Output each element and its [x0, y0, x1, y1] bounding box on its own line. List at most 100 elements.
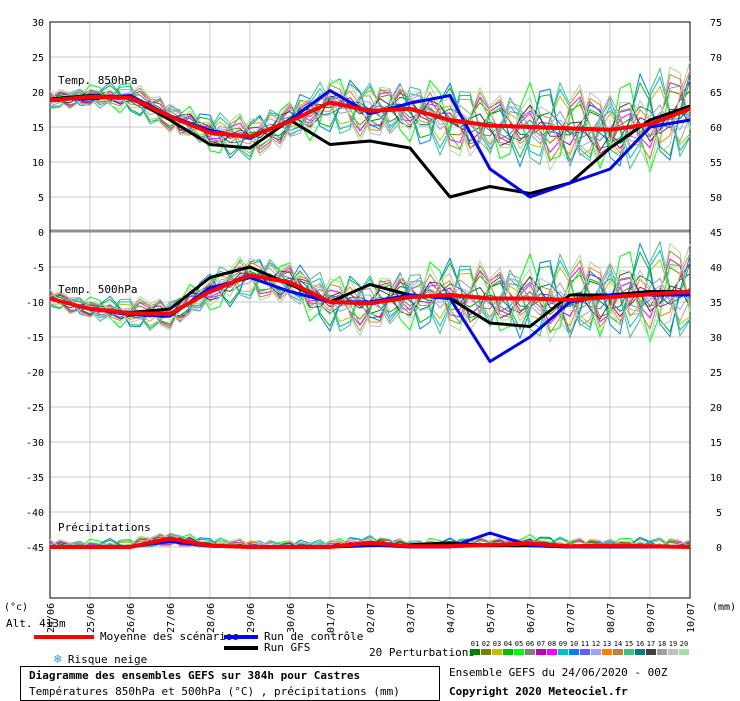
left-tick-label: -5 — [32, 263, 44, 274]
left-tick-label: 15 — [32, 123, 44, 134]
perturbation-key-item: 05 — [514, 640, 524, 655]
perturbation-key-number: 14 — [613, 640, 623, 648]
right-tick-label: 5 — [716, 508, 722, 519]
perturbation-key-swatch — [591, 649, 601, 655]
legend-control-label: Run de contrôle — [264, 630, 364, 643]
perturbation-key-swatch — [547, 649, 557, 655]
perturbation-key-swatch — [492, 649, 502, 655]
panel-label-500hpa: Temp. 500hPa — [58, 283, 137, 296]
left-tick-label: -15 — [26, 333, 44, 344]
altitude-label: Alt. 413m — [6, 617, 66, 630]
series-mean-line — [49, 273, 691, 316]
perturbation-line — [49, 61, 691, 166]
panel-label-precip: Précipitations — [58, 521, 151, 534]
perturbation-line — [49, 85, 691, 156]
footer-title-box: Diagramme des ensembles GEFS sur 384h po… — [20, 666, 440, 701]
left-tick-label: -30 — [26, 438, 44, 449]
panel-label-850hpa: Temp. 850hPa — [58, 74, 137, 87]
perturbation-key-swatch — [580, 649, 590, 655]
perturbation-key-number: 19 — [668, 640, 678, 648]
legend-control: Run de contrôle — [224, 630, 363, 643]
perturbation-line — [49, 244, 691, 337]
perturbation-key-item: 15 — [624, 640, 634, 655]
perturbation-key-number: 16 — [635, 640, 645, 648]
perturbation-key-swatch — [470, 649, 480, 655]
date-tick-label: 24/06 — [46, 603, 57, 633]
perturbation-line — [49, 242, 691, 344]
perturbation-key-item: 09 — [558, 640, 568, 655]
perturbation-key-swatch — [668, 649, 678, 655]
left-tick-label: -25 — [26, 403, 44, 414]
left-tick-label: 5 — [38, 193, 44, 204]
left-tick-label: 25 — [32, 53, 44, 64]
date-tick-label: 29/06 — [246, 603, 257, 633]
left-tick-label: -40 — [26, 508, 44, 519]
right-tick-label: 10 — [710, 473, 722, 484]
left-tick-label: 0 — [38, 228, 44, 239]
perturbation-key-number: 02 — [481, 640, 491, 648]
perturbation-line — [49, 75, 691, 160]
perturbation-key-item: 19 — [668, 640, 678, 655]
right-tick-label: 35 — [710, 298, 722, 309]
series-gfs-line — [49, 94, 691, 199]
legend-snow: ❄ Risque neige — [54, 652, 147, 667]
perturbation-key-swatch — [514, 649, 524, 655]
date-tick-label: 03/07 — [406, 603, 417, 633]
left-tick-label: -45 — [26, 543, 44, 554]
perturbation-key-number: 13 — [602, 640, 612, 648]
perturbation-key-item: 06 — [525, 640, 535, 655]
right-tick-label: 75 — [710, 18, 722, 29]
left-tick-label: -10 — [26, 298, 44, 309]
perturbation-key-number: 18 — [657, 640, 667, 648]
date-tick-label: 28/06 — [206, 603, 217, 633]
left-tick-label: 30 — [32, 18, 44, 29]
snowflake-icon: ❄ — [54, 652, 62, 667]
perturbation-key-swatch — [602, 649, 612, 655]
perturbation-line — [49, 240, 691, 339]
right-unit-label: (mm) — [712, 602, 736, 613]
right-tick-label: 0 — [716, 543, 722, 554]
perturbation-key-swatch — [646, 649, 656, 655]
perturbation-key-swatch — [569, 649, 579, 655]
perturbation-key-item: 11 — [580, 640, 590, 655]
perturbation-key-number: 10 — [569, 640, 579, 648]
perturbation-key-number: 15 — [624, 640, 634, 648]
main-series-lines — [49, 89, 691, 549]
series-mean-line — [50, 536, 691, 549]
perturbation-key-item: 03 — [492, 640, 502, 655]
legend-control-swatch — [224, 635, 258, 639]
perturbation-key-item: 07 — [536, 640, 546, 655]
perturbation-key-item: 14 — [613, 640, 623, 655]
legend-perturbations-label: 20 Perturbations — [369, 646, 475, 659]
left-tick-label: -20 — [26, 368, 44, 379]
right-tick-label: 60 — [710, 123, 722, 134]
perturbation-key-swatch — [481, 649, 491, 655]
perturbation-key-item: 20 — [679, 640, 689, 655]
date-tick-label: 30/06 — [286, 603, 297, 633]
legend-gfs-swatch — [224, 646, 258, 650]
right-tick-label: 55 — [710, 158, 722, 169]
date-tick-label: 25/06 — [86, 603, 97, 633]
right-tick-label: 40 — [710, 263, 722, 274]
footer-title: Diagramme des ensembles GEFS sur 384h po… — [29, 669, 361, 682]
date-tick-label: 01/07 — [326, 603, 337, 633]
perturbation-key-swatch — [635, 649, 645, 655]
perturbation-key-number: 05 — [514, 640, 524, 648]
perturbation-key-number: 17 — [646, 640, 656, 648]
perturbation-key-item: 10 — [569, 640, 579, 655]
perturbation-key-swatch — [624, 649, 634, 655]
left-tick-label: -35 — [26, 473, 44, 484]
right-tick-label: 25 — [710, 368, 722, 379]
perturbation-key-swatch — [613, 649, 623, 655]
perturbation-key-number: 12 — [591, 640, 601, 648]
left-tick-label: 10 — [32, 158, 44, 169]
perturbation-key-swatch — [503, 649, 513, 655]
perturbation-line — [49, 249, 691, 332]
legend-perturbations: 20 Perturbations — [369, 646, 475, 659]
perturbation-key-number: 20 — [679, 640, 689, 648]
date-tick-label: 02/07 — [366, 603, 377, 633]
perturbation-line — [49, 258, 691, 327]
legend-snow-label: Risque neige — [67, 653, 148, 666]
perturbation-key-number: 04 — [503, 640, 513, 648]
